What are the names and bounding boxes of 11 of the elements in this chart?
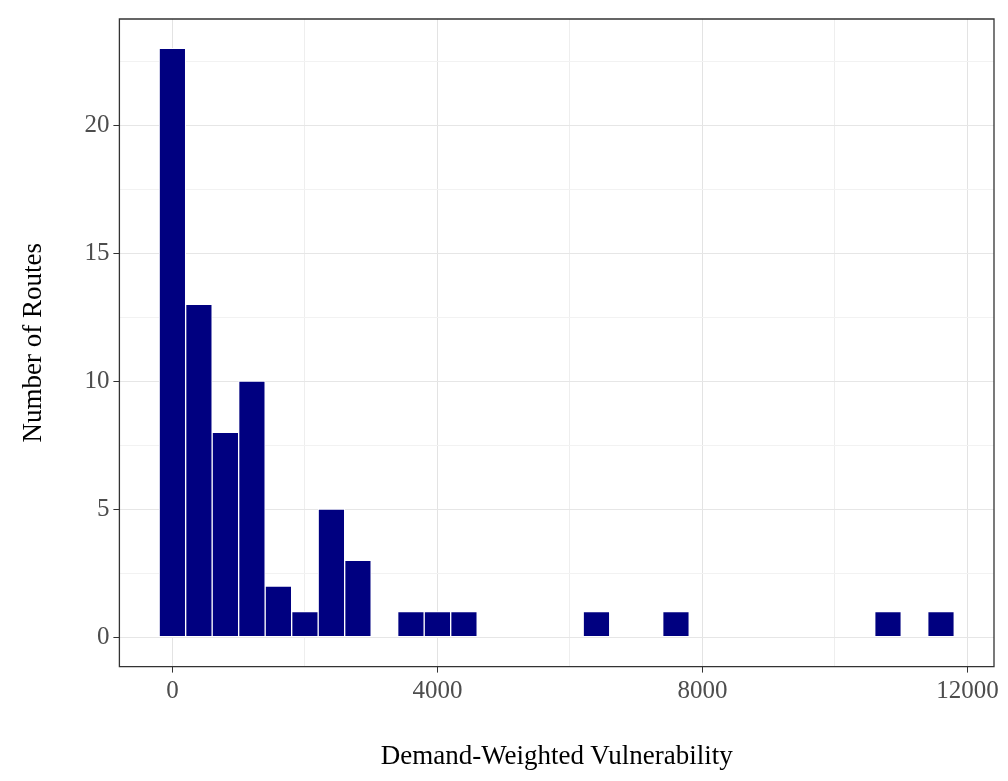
y-tick-label: 10 xyxy=(84,365,110,393)
x-tick-label: 0 xyxy=(166,676,179,704)
y-tick-label: 20 xyxy=(84,109,110,137)
y-tick-label: 5 xyxy=(96,493,110,521)
x-axis-title: Demand-Weighted Vulnerability xyxy=(380,739,734,770)
y-tick-label: 0 xyxy=(96,621,110,649)
y-tick-label: 15 xyxy=(84,237,110,265)
x-tick-label: 12000 xyxy=(936,676,999,704)
y-axis-title: Number of Routes xyxy=(17,243,48,443)
x-tick-label: 4000 xyxy=(412,676,463,704)
x-tick-label: 8000 xyxy=(677,676,728,704)
